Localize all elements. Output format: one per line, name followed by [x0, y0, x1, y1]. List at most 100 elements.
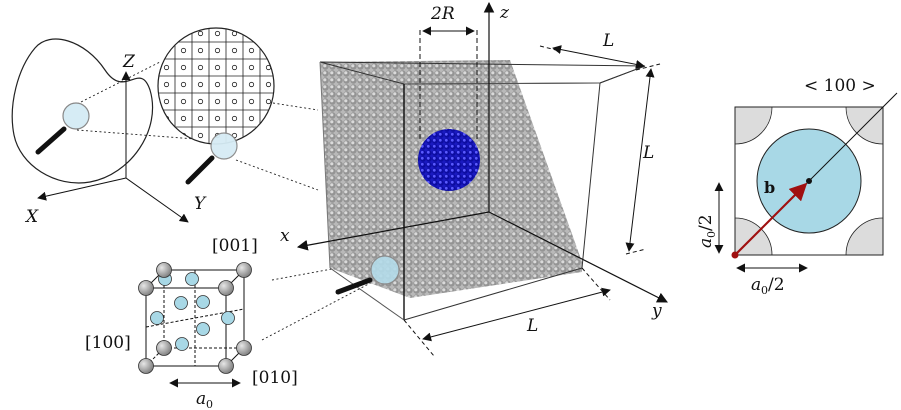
axis-Y-line — [125, 177, 189, 223]
corner-atom — [156, 340, 172, 356]
lattice-site — [231, 81, 238, 88]
length-bottom-dimension — [422, 287, 611, 342]
unit-cell-panel: [001] [100] [010] a 0 — [85, 236, 381, 410]
lattice-site — [231, 115, 238, 122]
half-a-left-group: a 0 /2 — [696, 214, 718, 248]
length-top-dimension — [552, 45, 645, 69]
lattice-site — [248, 81, 255, 88]
interstitial-atom — [196, 295, 210, 309]
length-bottom-label: L — [526, 316, 538, 336]
lattice-site — [214, 30, 221, 37]
magnifier-lens-icon — [62, 102, 90, 130]
lattice-site — [265, 98, 272, 105]
length-right-label: L — [642, 143, 654, 163]
lattice-site — [163, 30, 170, 37]
lattice-site — [180, 30, 187, 37]
corner-atom — [218, 358, 234, 374]
lattice-site — [163, 98, 170, 105]
lattice-site — [265, 30, 272, 37]
zoom-magnifier-handle-icon — [185, 155, 215, 185]
lattice-site — [265, 115, 272, 122]
interstitial-atom — [185, 272, 199, 286]
half-a-bottom-label: a — [751, 275, 761, 295]
projection-panel: < 100 > b a 0 /2 a 0 /2 — [696, 76, 898, 297]
lattice-site — [197, 30, 204, 37]
interstitial-atom — [175, 337, 189, 351]
lattice-site — [214, 81, 221, 88]
lattice-site — [248, 64, 255, 71]
length-top-label: L — [602, 31, 614, 51]
axis-y-line — [488, 211, 668, 303]
interstitial-atom — [150, 311, 164, 325]
length-right-dimension — [625, 68, 655, 252]
corner-atom — [156, 262, 172, 278]
magnifier-handle-icon — [35, 126, 67, 155]
half-a-left-sub: 0 — [705, 231, 718, 238]
half-a-left-label: a — [696, 238, 716, 248]
half-a-bottom-den: /2 — [768, 275, 785, 295]
lattice-site — [163, 64, 170, 71]
diameter-label: 2R — [430, 4, 455, 24]
zoomed-lattice — [157, 27, 275, 185]
lattice-site — [265, 81, 272, 88]
lattice-site — [214, 47, 221, 54]
axis-x-line — [296, 211, 490, 251]
lattice-site — [163, 81, 170, 88]
lattice-site — [197, 81, 204, 88]
lattice-site — [180, 81, 187, 88]
interstitial-atom — [196, 322, 210, 336]
axis-x-label: x — [280, 226, 290, 246]
lattice-site — [231, 64, 238, 71]
axis-Y-label: Y — [194, 194, 207, 214]
lattice-site — [231, 47, 238, 54]
half-a-left-den: /2 — [696, 214, 716, 231]
axis-y-label: y — [651, 301, 662, 321]
lattice-site — [248, 132, 255, 139]
lattice-site — [265, 132, 272, 139]
lattice-a-sub: 0 — [206, 398, 213, 410]
dir-010-label: [010] — [252, 368, 298, 388]
box-magnifier-handle-icon — [335, 277, 373, 295]
lattice-site — [180, 64, 187, 71]
bcc-unit-cell — [138, 262, 252, 374]
corner-atom — [138, 358, 154, 374]
cell-edge — [145, 308, 245, 328]
axis-X-label: X — [24, 207, 39, 227]
box-magnifier-lens-icon — [370, 255, 400, 285]
lattice-site — [197, 98, 204, 105]
lattice-site — [180, 115, 187, 122]
specimen-outline — [11, 38, 154, 184]
lattice-site — [248, 30, 255, 37]
lattice-a-label: a — [196, 389, 206, 409]
lattice-site — [197, 64, 204, 71]
lattice-site — [248, 47, 255, 54]
half-a-bottom-sub: 0 — [761, 284, 768, 297]
lattice-site — [163, 47, 170, 54]
lattice-site — [180, 47, 187, 54]
corner-atom — [236, 340, 252, 356]
zoom-magnifier-lens-icon — [210, 132, 238, 160]
box-wireframe — [319, 61, 646, 321]
interstitial-atom — [174, 296, 188, 310]
lattice-site — [197, 132, 204, 139]
lattice-site — [197, 47, 204, 54]
lattice-site — [180, 98, 187, 105]
interstitial-atom — [221, 311, 235, 325]
spherical-void — [418, 129, 480, 191]
lattice-site — [214, 115, 221, 122]
lattice-site — [248, 115, 255, 122]
burgers-label: b — [764, 178, 775, 197]
lattice-site — [248, 98, 255, 105]
dir-001-label: [001] — [212, 236, 258, 256]
lattice-site — [214, 64, 221, 71]
corner-atom — [138, 280, 154, 296]
corner-atom — [218, 280, 234, 296]
dir-100-label: [100] — [85, 333, 131, 353]
axis-X-line — [37, 177, 127, 201]
lattice-site — [197, 115, 204, 122]
burgers-vector — [734, 182, 808, 256]
axis-z-label: z — [499, 3, 510, 23]
axis-Z-label: Z — [122, 52, 136, 72]
